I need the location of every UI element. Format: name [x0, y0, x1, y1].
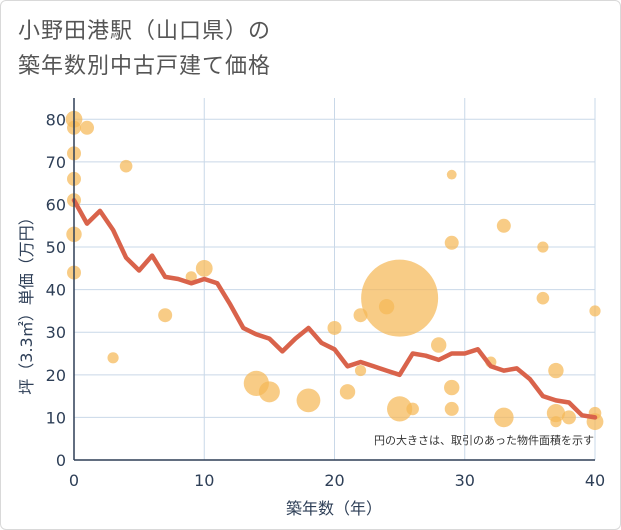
- y-tick-label: 80: [46, 110, 66, 129]
- y-tick-label: 30: [46, 323, 66, 342]
- trend-layer: [71, 197, 598, 420]
- x-tick-label: 20: [324, 471, 344, 490]
- y-tick-label: 20: [46, 366, 66, 385]
- data-bubble: [496, 218, 511, 233]
- data-bubble: [119, 159, 133, 173]
- y-tick-label: 10: [46, 408, 66, 427]
- data-bubble: [546, 404, 566, 423]
- chart-title-line-1: 小野田港駅（山口県）の: [18, 19, 272, 44]
- data-bubble: [589, 305, 601, 317]
- data-bubble: [354, 364, 367, 377]
- x-tick-label: 40: [585, 471, 605, 490]
- data-bubble: [548, 362, 564, 379]
- y-tick-label: 40: [46, 281, 66, 300]
- data-bubble: [80, 120, 95, 135]
- data-bubble: [195, 259, 213, 277]
- y-tick-label: 0: [56, 451, 66, 470]
- x-tick-label: 30: [455, 471, 475, 490]
- y-tick-label: 70: [46, 153, 66, 172]
- y-tick-label: 60: [46, 195, 66, 214]
- trend-line: [71, 197, 598, 420]
- y-tick-label: 50: [46, 238, 66, 257]
- data-bubble: [258, 381, 280, 403]
- data-bubble: [406, 402, 419, 416]
- data-bubble: [185, 271, 197, 283]
- data-bubble: [339, 384, 356, 400]
- x-axis-title: 築年数（年）: [286, 499, 382, 518]
- data-bubble: [444, 401, 459, 416]
- bubble-layer: [65, 110, 604, 431]
- grid-lines: [74, 98, 596, 460]
- x-tick-label: 10: [194, 471, 214, 490]
- chart-title: 小野田港駅（山口県）の 築年数別中古戸建て価格: [18, 14, 271, 84]
- data-bubble: [327, 320, 342, 335]
- x-tick-label: 0: [69, 471, 79, 490]
- data-bubble: [446, 169, 457, 180]
- data-bubble: [494, 407, 514, 428]
- tick-labels: 0 10 20 30 40 0 10 20 30 40 50 60 70 80: [46, 110, 606, 490]
- data-bubble: [158, 308, 173, 323]
- data-bubble: [431, 337, 447, 353]
- data-bubble: [550, 416, 562, 428]
- y-axis-title: 坪（3.3㎡）単価（万円）: [17, 209, 36, 394]
- data-bubble: [444, 379, 460, 396]
- axes: [73, 98, 595, 461]
- data-bubble: [361, 259, 439, 337]
- data-bubble: [107, 352, 119, 364]
- data-bubble: [296, 388, 321, 413]
- chart-title-line-2: 築年数別中古戸建て価格: [18, 54, 272, 79]
- size-annotation: 円の大きさは、取引のあった物件面積を示す: [374, 433, 594, 447]
- data-bubble: [387, 396, 413, 422]
- data-bubble: [561, 410, 576, 425]
- data-bubble: [537, 241, 549, 253]
- data-bubble: [536, 291, 550, 305]
- data-bubble: [444, 235, 459, 250]
